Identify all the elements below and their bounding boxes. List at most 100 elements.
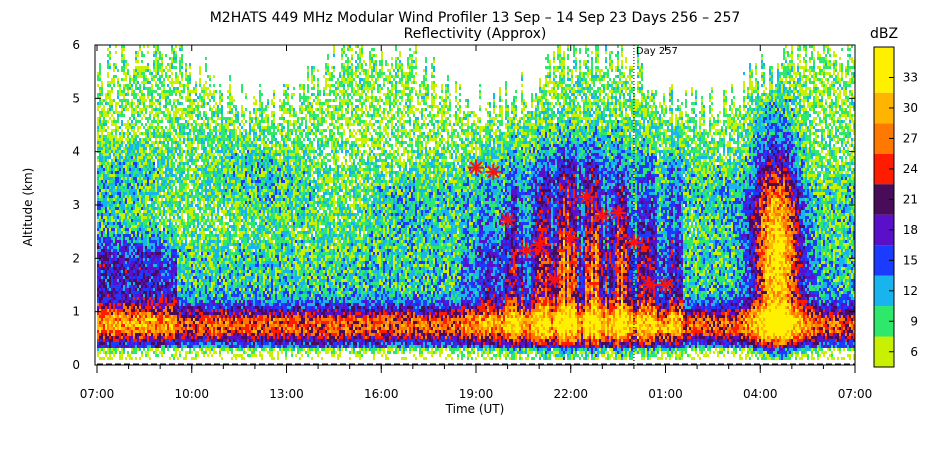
field-cell xyxy=(243,189,245,192)
field-cell xyxy=(233,99,235,102)
field-cell xyxy=(181,156,183,162)
field-cell xyxy=(97,147,99,150)
field-cell xyxy=(171,195,173,198)
field-cell xyxy=(149,225,151,228)
field-cell xyxy=(185,342,187,345)
field-cell xyxy=(151,156,153,159)
field-cell xyxy=(185,114,187,117)
field-cell xyxy=(205,261,207,264)
field-cell xyxy=(97,234,99,240)
field-cell xyxy=(213,270,215,273)
field-cell xyxy=(131,114,133,117)
field-cell xyxy=(189,204,191,207)
field-cell xyxy=(157,339,159,342)
field-cell xyxy=(231,216,233,219)
field-cell xyxy=(189,108,191,111)
field-cell xyxy=(155,225,157,228)
field-cell xyxy=(229,93,231,96)
field-cell xyxy=(125,324,127,327)
field-cell xyxy=(223,240,225,246)
field-cell xyxy=(97,333,99,339)
field-cell xyxy=(225,312,227,315)
field-cell xyxy=(187,252,189,258)
field-cell xyxy=(111,309,113,312)
field-cell xyxy=(233,213,235,219)
field-cell xyxy=(215,261,217,264)
field-cell xyxy=(143,279,145,282)
field-cell xyxy=(127,228,129,231)
field-cell xyxy=(249,144,251,147)
field-cell xyxy=(221,306,223,309)
field-cell xyxy=(131,177,133,183)
field-cell xyxy=(217,225,219,231)
field-cell xyxy=(139,84,141,93)
field-cell xyxy=(229,273,231,279)
field-cell xyxy=(107,210,109,219)
field-cell xyxy=(219,150,221,153)
field-cell xyxy=(199,300,201,306)
field-cell xyxy=(231,267,233,270)
field-cell xyxy=(135,267,137,279)
field-cell xyxy=(239,348,241,351)
field-cell xyxy=(121,240,123,246)
field-cell xyxy=(137,81,139,84)
field-cell xyxy=(211,318,213,321)
field-cell xyxy=(141,333,143,336)
field-cell xyxy=(245,270,247,273)
field-cell xyxy=(193,264,195,270)
field-cell xyxy=(231,318,233,321)
field-cell xyxy=(181,279,183,285)
field-cell xyxy=(249,198,251,201)
field-cell xyxy=(239,207,241,210)
field-cell xyxy=(149,129,151,138)
field-cell xyxy=(153,198,155,201)
field-cell xyxy=(115,123,117,129)
field-cell xyxy=(195,267,197,276)
field-cell xyxy=(143,315,145,318)
field-cell xyxy=(211,153,213,162)
field-cell xyxy=(141,222,143,234)
field-cell xyxy=(123,234,125,240)
field-cell xyxy=(257,144,259,147)
field-cell xyxy=(137,297,139,300)
field-cell xyxy=(143,186,145,189)
field-cell xyxy=(193,102,195,105)
field-cell xyxy=(177,264,179,267)
field-cell xyxy=(167,189,169,192)
field-cell xyxy=(129,327,131,336)
field-cell xyxy=(179,96,181,99)
field-cell xyxy=(207,264,209,267)
field-cell xyxy=(235,195,237,198)
field-cell xyxy=(177,123,179,126)
field-cell xyxy=(235,282,237,288)
field-cell xyxy=(235,354,237,360)
field-cell xyxy=(169,342,171,348)
field-cell xyxy=(129,75,131,78)
field-cell xyxy=(143,318,145,321)
field-cell xyxy=(215,198,217,201)
field-cell xyxy=(241,315,243,318)
field-cell xyxy=(195,315,197,318)
field-cell xyxy=(223,141,225,144)
field-cell xyxy=(211,135,213,138)
field-cell xyxy=(101,309,103,321)
field-cell xyxy=(227,225,229,228)
field-cell xyxy=(111,207,113,210)
field-cell xyxy=(223,192,225,195)
field-cell xyxy=(155,126,157,129)
field-cell xyxy=(205,303,207,306)
field-cell xyxy=(209,207,211,210)
field-cell xyxy=(235,198,237,201)
field-cell xyxy=(105,156,107,162)
field-cell xyxy=(193,273,195,276)
field-cell xyxy=(117,273,119,276)
field-cell xyxy=(125,282,127,285)
field-cell xyxy=(233,105,235,108)
field-cell xyxy=(193,222,195,225)
field-cell xyxy=(133,201,135,204)
field-cell xyxy=(157,45,159,51)
field-cell xyxy=(201,207,203,210)
field-cell xyxy=(227,96,229,99)
field-cell xyxy=(165,303,167,306)
field-cell xyxy=(147,276,149,282)
